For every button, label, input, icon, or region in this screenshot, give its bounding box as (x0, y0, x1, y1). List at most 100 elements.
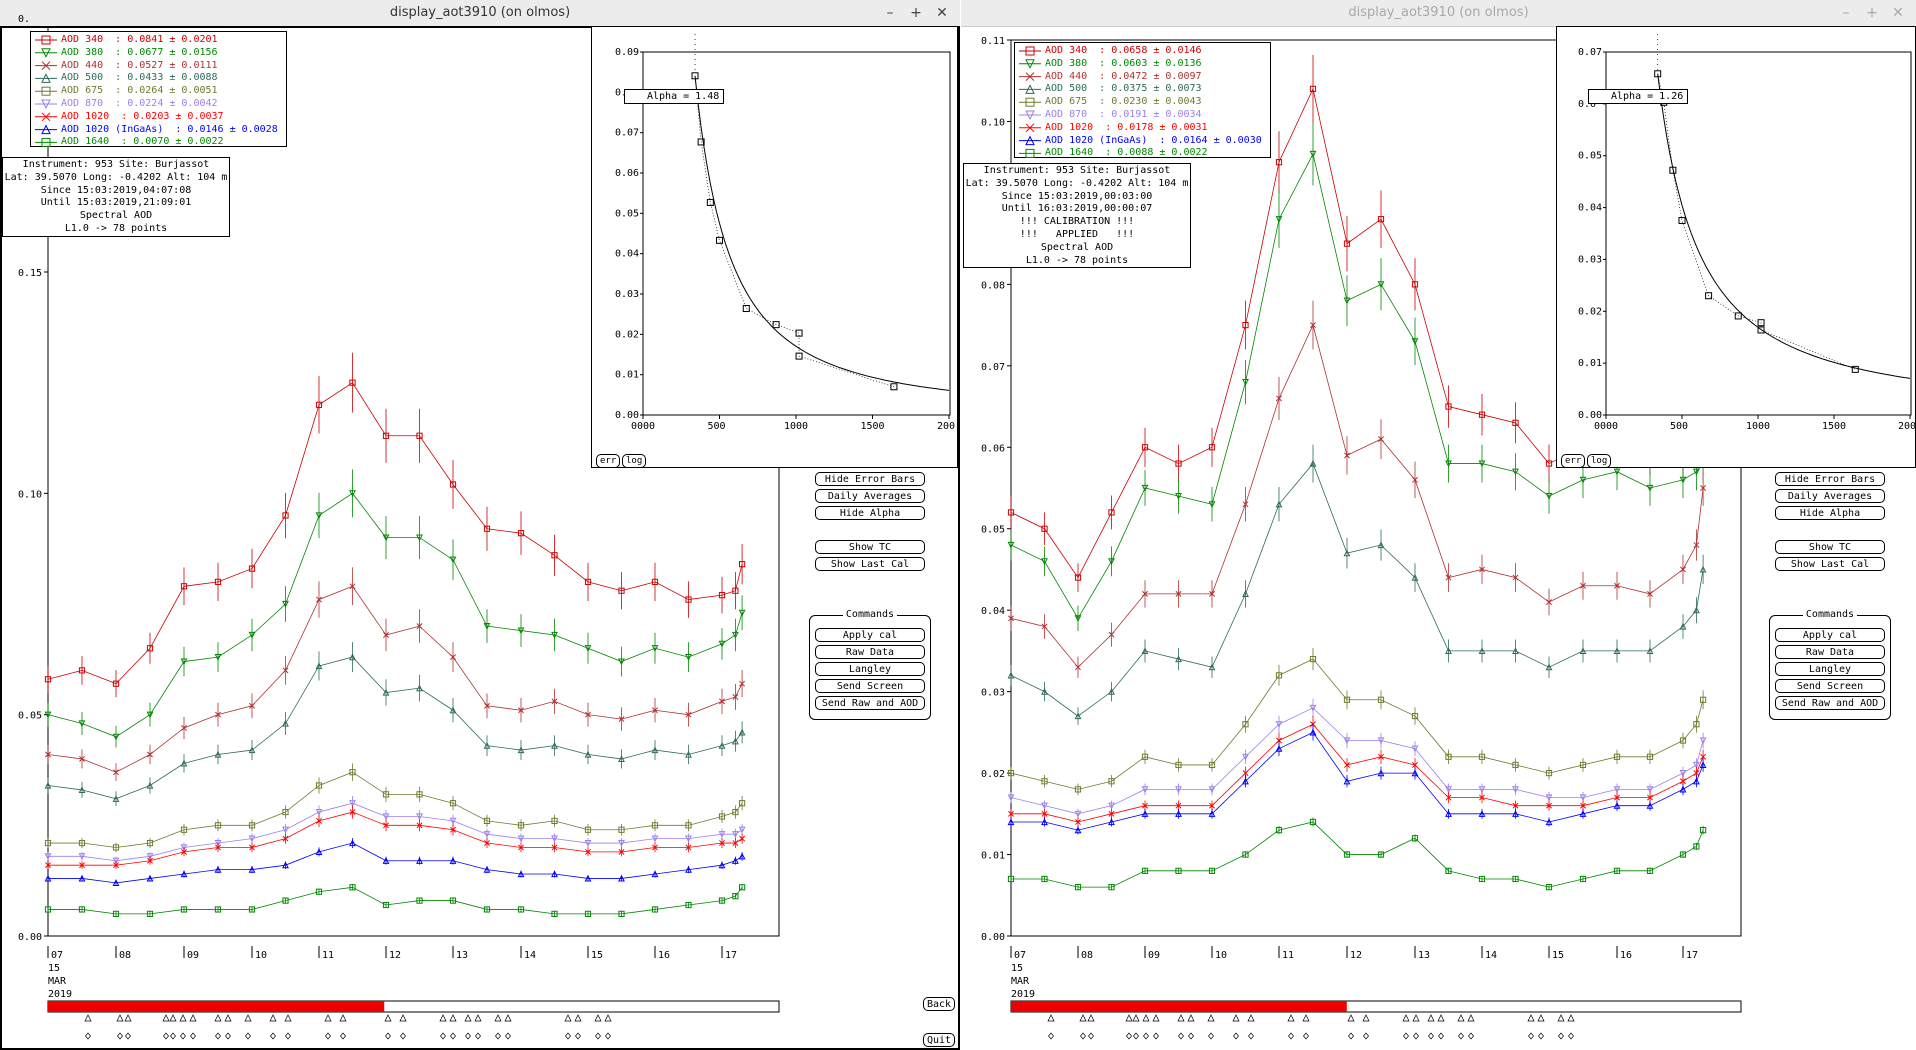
data-point (1209, 590, 1215, 597)
legend-marker (1025, 97, 1035, 107)
timeline-marker (224, 1014, 232, 1022)
timeline-marker (1457, 1014, 1465, 1022)
minimize-icon[interactable]: – (886, 5, 894, 21)
hide-alpha-button[interactable]: Hide Alpha (1775, 506, 1885, 520)
data-point (732, 694, 739, 700)
raw-data-button[interactable]: Raw Data (815, 645, 925, 659)
hide-error-bars-button[interactable]: Hide Error Bars (1775, 472, 1885, 486)
data-point (1700, 827, 1707, 834)
right-window-titlebar[interactable]: display_aot3910 (on olmos) – + ✕ (961, 0, 1916, 27)
timeline-marker (1079, 1014, 1087, 1022)
legend-marker (41, 137, 51, 147)
data-point (1275, 500, 1283, 508)
info-line: !!! APPLIED !!! (1019, 228, 1135, 240)
y-tick-label: 0.05 (18, 711, 42, 722)
close-icon[interactable]: ✕ (1892, 5, 1904, 21)
data-point (718, 897, 726, 904)
y-tick-label: 0.10 (981, 117, 1005, 128)
data-point (349, 839, 356, 847)
legend-marker (1025, 46, 1035, 56)
data-point (112, 879, 120, 886)
hide-alpha-button[interactable]: Hide Alpha (815, 506, 925, 520)
inset-data-point (1757, 326, 1765, 334)
data-point (449, 817, 457, 825)
show-tc-button[interactable]: Show TC (1775, 540, 1885, 554)
hide-error-bars-button[interactable]: Hide Error Bars (815, 472, 925, 486)
legend-marker (41, 61, 51, 70)
show-last-cal-button[interactable]: Show Last Cal (1775, 557, 1885, 571)
data-point (1478, 786, 1486, 794)
data-point (78, 906, 86, 913)
minimize-icon[interactable]: – (1842, 5, 1850, 21)
data-point (1141, 810, 1149, 817)
inset-y-tick-label: 0.0 (1578, 99, 1596, 110)
timeline-marker (1437, 1014, 1445, 1022)
data-point (282, 835, 289, 842)
data-point (1108, 558, 1115, 566)
data-point (731, 857, 739, 864)
data-point (79, 755, 85, 762)
data-point (416, 813, 423, 821)
send-raw-and-aod-button[interactable]: Send Raw and AOD (815, 696, 925, 710)
timeline-diamond (450, 1032, 456, 1040)
timeline-marker (1412, 1014, 1420, 1022)
left-inset-log-button[interactable]: log (622, 454, 647, 468)
timeline-marker (214, 1014, 222, 1022)
right-inset-log-button[interactable]: log (1587, 454, 1612, 468)
data-point (584, 839, 592, 847)
data-point (282, 808, 289, 816)
inset-data-point (1757, 319, 1765, 327)
daily-averages-button[interactable]: Daily Averages (1775, 489, 1885, 503)
data-point (1614, 582, 1620, 589)
data-point (651, 746, 659, 754)
left-inset-err-button[interactable]: err (596, 454, 621, 468)
right-window: display_aot3910 (on olmos) – + ✕ 0.00 0.0… (961, 0, 1916, 1050)
data-point (584, 910, 592, 917)
info-line: Until 15:03:2019,21:09:01 (40, 197, 192, 209)
send-raw-and-aod-button[interactable]: Send Raw and AOD (1775, 696, 1885, 710)
back-button[interactable]: Back (923, 997, 955, 1011)
langley-button[interactable]: Langley (815, 662, 925, 676)
quit-button[interactable]: Quit (923, 1033, 955, 1047)
data-point (1041, 802, 1048, 810)
data-point (1412, 761, 1418, 768)
data-point (180, 844, 188, 852)
langley-button[interactable]: Langley (1775, 662, 1885, 676)
data-point (180, 583, 188, 590)
maximize-icon[interactable]: + (910, 5, 922, 21)
right-inset-err-button[interactable]: err (1561, 454, 1586, 468)
send-screen-button[interactable]: Send Screen (1775, 679, 1885, 693)
send-screen-button[interactable]: Send Screen (815, 679, 925, 693)
apply-cal-button[interactable]: Apply cal (1775, 628, 1885, 642)
daily-averages-button[interactable]: Daily Averages (815, 489, 925, 503)
inset-x-tick-label: 0000 (1594, 421, 1618, 432)
data-point (1309, 85, 1317, 92)
data-point (1377, 696, 1385, 703)
y-tick-label: 0.11 (981, 36, 1005, 47)
data-point (1613, 753, 1621, 760)
raw-data-button[interactable]: Raw Data (1775, 645, 1885, 659)
timeline-diamond (1133, 1032, 1139, 1040)
x-tick-label: 10 (255, 950, 267, 961)
show-tc-button[interactable]: Show TC (815, 540, 925, 554)
data-point (1074, 712, 1082, 720)
apply-cal-button[interactable]: Apply cal (815, 628, 925, 642)
close-icon[interactable]: ✕ (936, 5, 948, 21)
data-point (382, 813, 390, 821)
data-point (551, 741, 558, 749)
data-point (181, 848, 187, 855)
plot-frame (1010, 39, 1742, 937)
data-point (551, 631, 558, 639)
data-point (416, 534, 423, 542)
data-point (112, 857, 120, 865)
data-point (618, 910, 625, 917)
show-last-cal-button[interactable]: Show Last Cal (815, 557, 925, 571)
data-point (739, 800, 746, 807)
data-point (45, 751, 51, 758)
data-point (1679, 737, 1687, 744)
timeline-marker (1347, 1014, 1355, 1022)
data-point (1008, 615, 1014, 622)
timeline-diamond (1126, 1032, 1132, 1040)
maximize-icon[interactable]: + (1866, 5, 1878, 21)
data-point (1343, 240, 1351, 247)
